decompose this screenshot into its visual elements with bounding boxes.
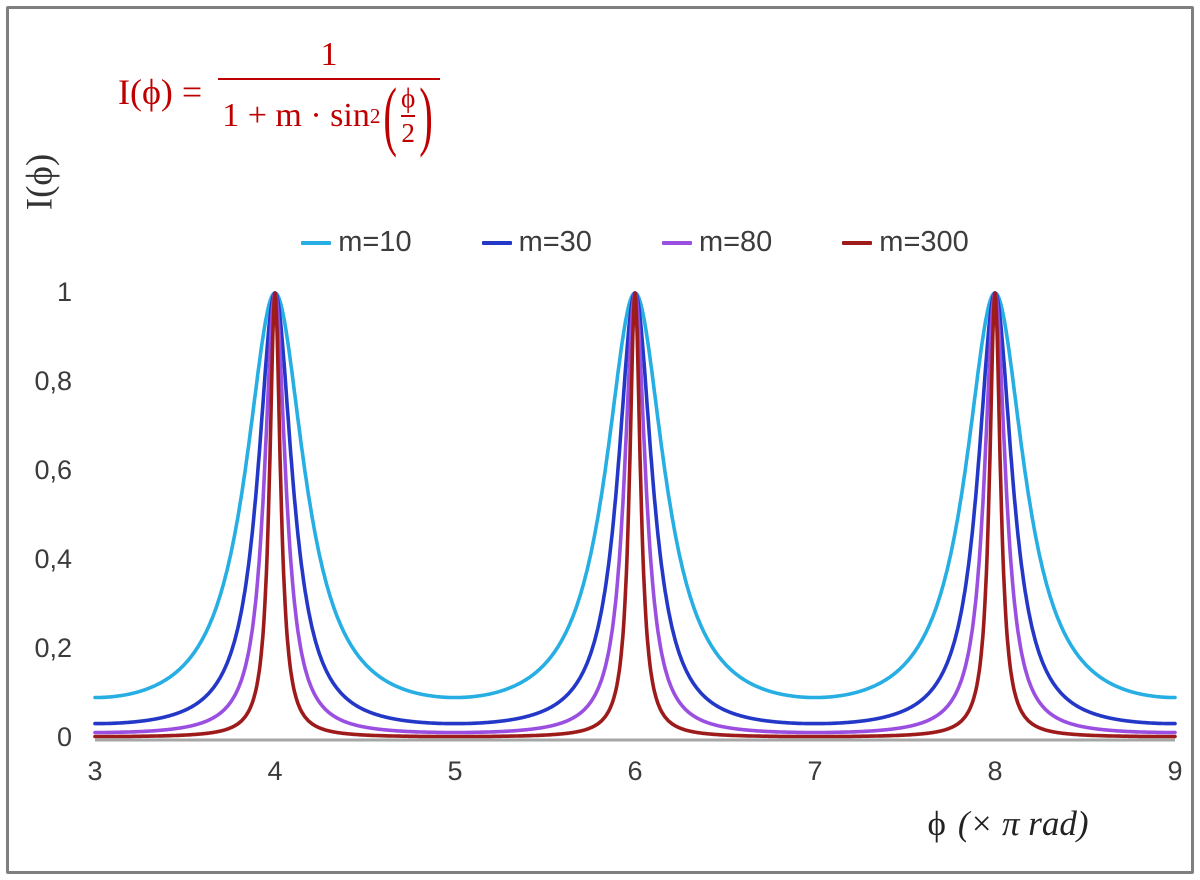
x-tick-label: 3 xyxy=(87,756,103,786)
legend-item-m=300: m=300 xyxy=(842,226,969,259)
legend-item-m=30: m=30 xyxy=(481,226,592,259)
x-axis-label-units: (× π rad) xyxy=(957,804,1089,843)
x-tick-label: 5 xyxy=(447,756,463,786)
series-curve-m=300 xyxy=(93,291,1177,739)
inner-fraction-bar xyxy=(400,114,416,117)
legend-label: m=30 xyxy=(518,226,592,258)
y-tick-label: 0,2 xyxy=(34,633,72,663)
legend: m=10 m=30 m=80 m=300 xyxy=(95,226,1175,259)
legend-label: m=300 xyxy=(879,226,969,258)
x-tick-label: 9 xyxy=(1167,756,1183,786)
x-axis-label-symbol: ϕ xyxy=(927,804,946,843)
legend-label: m=10 xyxy=(338,226,412,258)
fraction-bar xyxy=(218,78,440,80)
x-axis-label: ϕ (× π rad) xyxy=(927,804,1088,844)
legend-swatch xyxy=(481,240,512,245)
y-tick-label: 0,4 xyxy=(34,544,72,574)
series-curve-m=80 xyxy=(93,291,1177,735)
formula-lhs: I(ϕ) = xyxy=(118,71,203,112)
open-paren: ( xyxy=(383,72,397,159)
y-tick-label: 1 xyxy=(56,277,72,307)
legend-item-m=80: m=80 xyxy=(661,226,773,259)
x-tick-label: 7 xyxy=(807,756,823,786)
inner-fraction: ϕ 2 xyxy=(400,83,416,148)
formula-fraction: 1 1 + m · sin 2 ( ϕ 2 ) xyxy=(218,36,440,159)
x-tick-label: 6 xyxy=(627,756,643,786)
formula-numerator: 1 xyxy=(320,36,338,73)
series-curve-m=30 xyxy=(93,291,1177,726)
y-tick-label: 0 xyxy=(56,722,72,752)
x-tick-label: 8 xyxy=(987,756,1003,786)
legend-item-m=10: m=10 xyxy=(301,226,412,259)
inner-numerator: ϕ xyxy=(400,83,416,113)
formula-denominator: 1 + m · sin 2 ( ϕ 2 ) xyxy=(222,72,433,159)
legend-swatch xyxy=(661,240,692,245)
x-axis-ticks: 3 4 5 6 7 8 9 xyxy=(0,756,1200,796)
legend-label: m=80 xyxy=(698,226,773,258)
inner-denominator: 2 xyxy=(401,117,415,148)
y-tick-label: 0,6 xyxy=(34,455,72,485)
y-tick-label: 0,8 xyxy=(34,366,72,396)
denominator-text: 1 + m · sin xyxy=(222,96,370,134)
legend-swatch xyxy=(301,240,332,245)
x-tick-label: 4 xyxy=(267,756,283,786)
formula: I(ϕ) = 1 1 + m · sin 2 ( ϕ 2 ) xyxy=(118,36,440,159)
y-axis-ticks: 0 0,2 0,4 0,6 0,8 1 xyxy=(0,0,74,880)
close-paren: ) xyxy=(419,72,433,159)
legend-swatch xyxy=(842,240,873,245)
